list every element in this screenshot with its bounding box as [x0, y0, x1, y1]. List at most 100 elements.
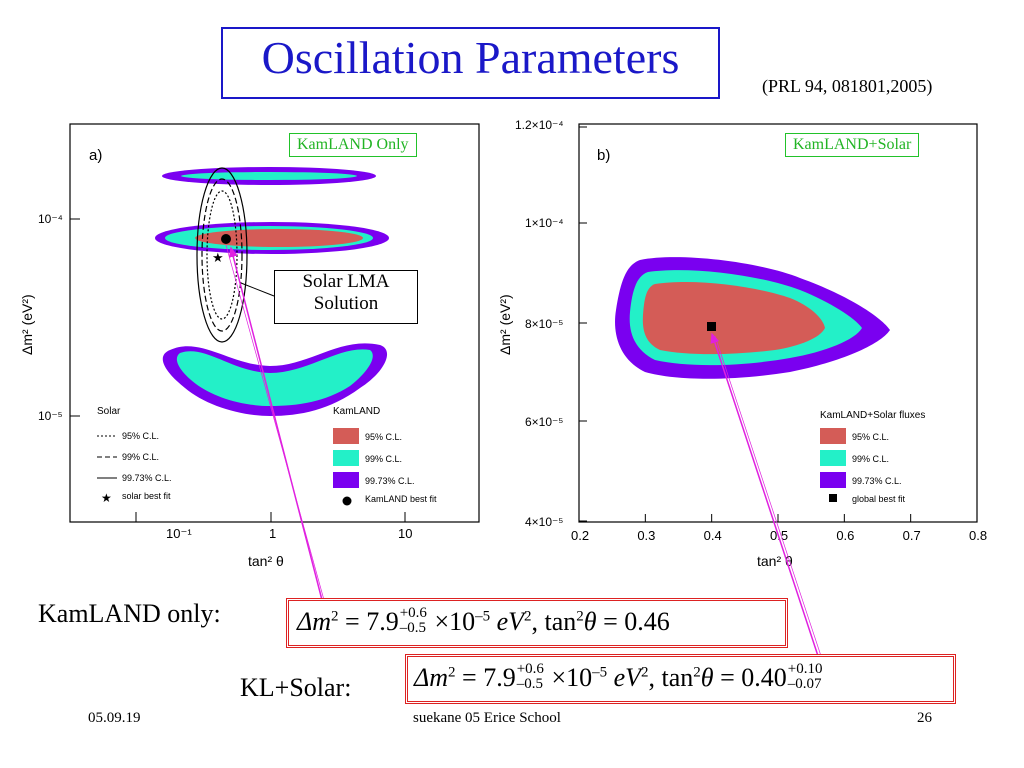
legend-kamland-95: 95% C.L. — [365, 432, 402, 442]
legend-solar-bestfit: solar best fit — [122, 491, 171, 501]
legend-kamland-95-swatch — [333, 428, 359, 444]
eq2-unitexp: 2 — [641, 664, 649, 681]
eq2-tanexp: 2 — [693, 664, 701, 681]
b-xlabel: tan² θ — [757, 553, 793, 569]
eq1-theta: θ — [583, 607, 597, 636]
legend-b-9973-swatch — [820, 472, 846, 488]
legend-kamland-dot-icon — [342, 496, 352, 506]
b-ytick-4: 1.2×10⁻⁴ — [515, 118, 564, 132]
panel-a: a) ★ 10⁻¹ 1 10 10⁻⁴ 10⁻⁵ tan² θ Δm² — [19, 123, 480, 569]
a-xtick-0: 10⁻¹ — [166, 526, 192, 541]
eq1-exp: –5 — [475, 608, 491, 625]
legend-kamland-9973-swatch — [333, 472, 359, 488]
eq1-exp2: 2 — [331, 608, 339, 625]
eq2-unit: eV — [607, 663, 642, 692]
eq1-tan: , tan — [531, 607, 577, 636]
b-ytick-0: 4×10⁻⁵ — [525, 515, 563, 529]
footer-date: 05.09.19 — [88, 710, 141, 726]
arrow-kl-solar-2 — [714, 335, 822, 657]
eq1-eq: = 7.9 — [338, 607, 399, 636]
solar-lma-callout: Solar LMA Solution — [274, 270, 418, 324]
eq2-plus2: +0.10 — [787, 661, 823, 678]
panel-b-tag: KamLAND+Solar — [785, 133, 920, 157]
a-ylabel: Δm² (eV²) — [19, 294, 35, 355]
eq1-unitexp: 2 — [524, 608, 532, 625]
panel-b-xtick-labels: 0.20.30.40.50.60.70.8 — [571, 528, 987, 543]
legend-kamland-99: 99% C.L. — [365, 454, 402, 464]
solar-99 — [201, 178, 243, 332]
panel-a-ticks — [70, 218, 406, 522]
panel-a-label: a) — [89, 147, 102, 164]
a-xtick-1: 1 — [269, 526, 276, 541]
eq1-times: ×10 — [427, 607, 476, 636]
eq1: Δm2 = 7.9 +0.6 –0.5 ×10–5 eV2, tan2θ = 0.4… — [297, 605, 670, 639]
b-ytick-3: 1×10⁻⁴ — [525, 216, 564, 230]
kamland-contours-a — [155, 167, 389, 416]
panel-b: b) 0.20.30.40.50.60.70.8 1.2×10⁻⁴ 1×10⁻⁴… — [497, 118, 987, 569]
island-bottom-99 — [176, 349, 373, 406]
kamland-only-label: KamLAND only: — [38, 599, 221, 628]
eq1-tanexp: 2 — [576, 608, 584, 625]
eq2-err: +0.6 –0.5 — [517, 662, 544, 692]
b-ytick-1: 6×10⁻⁵ — [525, 415, 563, 429]
eq2-val: = 0.40 — [713, 663, 787, 692]
eq2-plus: +0.6 — [516, 661, 544, 678]
eq2-dm: Δm — [414, 663, 449, 692]
b-ytick-2: 8×10⁻⁵ — [525, 317, 563, 331]
solar-best-fit-point: ★ — [212, 250, 224, 265]
eq2-exp2: 2 — [448, 664, 456, 681]
footer-page: 26 — [917, 710, 932, 726]
a-xtick-2: 10 — [398, 526, 412, 541]
legend-b-95: 95% C.L. — [852, 432, 889, 442]
legend-kamland-title: KamLAND — [333, 406, 380, 417]
a-ytick-0: 10⁻⁴ — [38, 212, 63, 226]
legend-kamland-9973: 99.73% C.L. — [365, 476, 415, 486]
slide-title: Oscillation Parameters — [261, 32, 680, 83]
b-ylabel: Δm² (eV²) — [497, 294, 513, 355]
legend-kamland-99-swatch — [333, 450, 359, 466]
solar-9973 — [196, 167, 248, 343]
legend-kamland-bestfit: KamLAND best fit — [365, 494, 437, 504]
b-xtick-2: 0.4 — [704, 528, 722, 543]
callout-pointer — [240, 282, 275, 297]
eq2-err2: +0.10 –0.07 — [788, 662, 823, 692]
eq1-plus: +0.6 — [399, 605, 427, 622]
eq2-theta: θ — [700, 663, 714, 692]
eq2-times: ×10 — [544, 663, 593, 692]
panel-a-frame — [69, 123, 480, 523]
footer-center: suekane 05 Erice School — [413, 710, 561, 726]
legend-solar-title: Solar — [97, 406, 121, 417]
b-xtick-1: 0.3 — [637, 528, 655, 543]
legend-solar-95: 95% C.L. — [122, 431, 159, 441]
eq2-exp: –5 — [592, 664, 608, 681]
eq2-box: Δm2 = 7.9 +0.6 –0.5 ×10–5 eV2, tan2θ = 0.4… — [405, 654, 956, 704]
global-best-fit-point — [707, 322, 716, 331]
eq2-minus2: –0.07 — [787, 676, 822, 693]
island-top-99 — [181, 172, 357, 180]
legend-b-99: 99% C.L. — [852, 454, 889, 464]
arrow-kl-solar — [710, 332, 819, 657]
legend-solar-99: 99% C.L. — [122, 452, 159, 462]
a-ytick-1: 10⁻⁵ — [38, 409, 63, 423]
panel-b-ticks — [578, 126, 978, 522]
kl-solar-label: KL+Solar: — [240, 673, 352, 702]
b-xtick-0: 0.2 — [571, 528, 589, 543]
eq2-tan: , tan — [648, 663, 694, 692]
legend-solar-star-icon: ★ — [101, 491, 112, 505]
panel-a-tag: KamLAND Only — [289, 133, 417, 157]
eq1-box: Δm2 = 7.9 +0.6 –0.5 ×10–5 eV2, tan2θ = 0.4… — [286, 598, 788, 648]
eq1-unit: eV — [490, 607, 525, 636]
callout-line1: Solar LMA — [302, 271, 390, 292]
arrow-kamland-only-2 — [225, 244, 325, 601]
kamland-best-fit-point — [221, 234, 231, 244]
a-xlabel: tan² θ — [248, 553, 284, 569]
island-mid-95 — [195, 229, 363, 247]
legend-b-9973: 99.73% C.L. — [852, 476, 902, 486]
b-contour-95 — [642, 281, 825, 355]
arrow-kamland-only — [228, 246, 323, 601]
callout-line2: Solution — [313, 293, 379, 314]
eq2-minus: –0.5 — [516, 676, 543, 693]
legend-b-square-icon — [829, 494, 837, 502]
legend-b-title: KamLAND+Solar fluxes — [820, 410, 925, 421]
